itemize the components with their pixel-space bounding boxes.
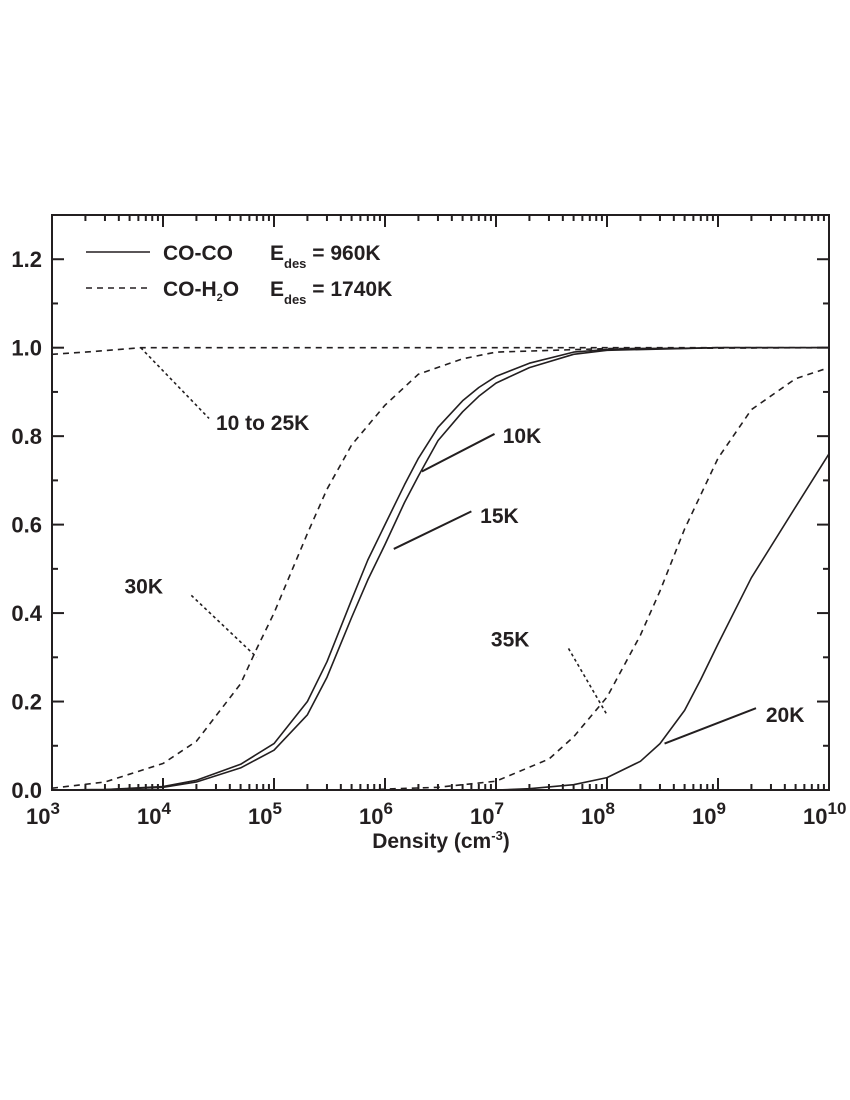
series-line-6 [367, 366, 830, 791]
annotation-leader-6 [664, 707, 757, 745]
legend-energy-2: Edes = 1740K [270, 278, 392, 307]
y-tick-label: 0.6 [11, 513, 42, 538]
series-line-5 [51, 346, 830, 789]
y-tick-labels: 0.0 0.2 0.4 0.6 0.8 1.0 1.2 [11, 247, 42, 803]
x-tick-label: 103 [26, 799, 60, 829]
y-tick-label: 0.8 [11, 424, 42, 449]
x-tick-label: 108 [581, 799, 615, 829]
legend-energy-1: Edes = 960K [270, 242, 381, 271]
annotation-label-3: 35K [491, 629, 530, 652]
x-tick-label: 106 [359, 799, 393, 829]
annotation-leader-4 [421, 433, 495, 473]
annotation-label-4: 10K [503, 425, 542, 448]
x-axis-title-base: Density (cm [372, 830, 491, 853]
annotation-label-2: 30K [125, 576, 164, 599]
y-tick-label: 1.0 [11, 336, 42, 361]
legend: CO-CO Edes = 960K CO-H2O Edes = 1740K [86, 242, 392, 307]
series-line-2 [51, 346, 829, 791]
plot-frame [51, 214, 830, 791]
annotation-leader-1 [140, 347, 210, 420]
y-tick-label: 1.2 [11, 247, 42, 272]
annotation-label-1: 10 to 25K [216, 412, 309, 435]
x-axis-title-end: ) [503, 830, 510, 853]
annotation-label-5: 15K [480, 505, 519, 528]
annotation-leader-5 [393, 510, 472, 550]
x-axis-title: Density (cm-3) [372, 828, 510, 853]
x-tick-labels: 103 104 105 106 107 108 109 1010 [26, 799, 846, 829]
series-line-1 [51, 346, 829, 791]
series-lines [51, 346, 830, 791]
x-axis-title-sup: -3 [491, 828, 503, 843]
annotation-leader-2 [190, 594, 258, 658]
annotation-label-6: 20K [766, 704, 805, 727]
x-tick-label: 107 [470, 799, 504, 829]
legend-label-1: CO-CO [163, 242, 233, 265]
y-tick-label: 0.4 [11, 601, 42, 626]
y-tick-label: 0.2 [11, 690, 42, 715]
y-tick-label: 0.0 [11, 778, 42, 803]
x-tick-label: 105 [248, 799, 282, 829]
x-tick-label: 104 [137, 799, 171, 829]
curve-annotations: 10 to 25K 30K 35K 10K 15K 20K [125, 347, 805, 745]
series-line-4 [51, 346, 829, 356]
legend-label-2: CO-H2O [163, 278, 239, 304]
annotation-leader-3 [567, 648, 608, 716]
x-tick-label: 109 [692, 799, 726, 829]
x-tick-label: 1010 [803, 799, 846, 829]
axis-ticks [51, 214, 830, 791]
series-line-3 [495, 453, 830, 791]
